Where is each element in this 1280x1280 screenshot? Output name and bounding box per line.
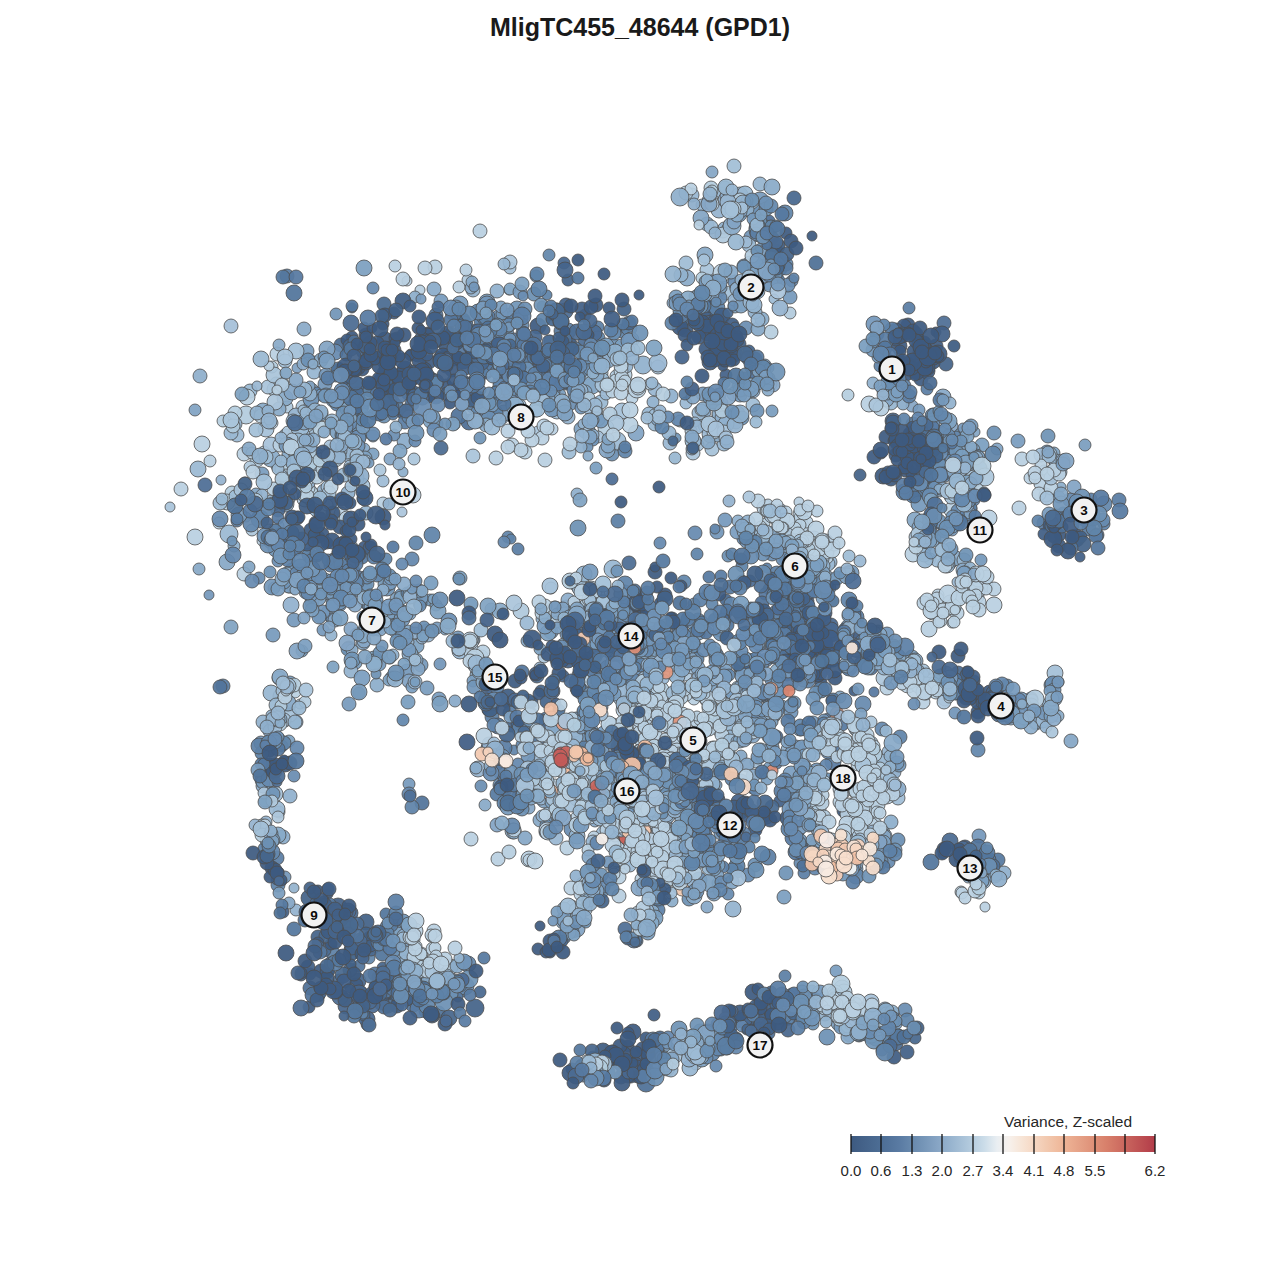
svg-text:2.0: 2.0 (932, 1162, 953, 1179)
svg-text:3.4: 3.4 (993, 1162, 1014, 1179)
svg-text:4.8: 4.8 (1054, 1162, 1075, 1179)
svg-text:1.3: 1.3 (902, 1162, 923, 1179)
svg-text:0.0: 0.0 (841, 1162, 862, 1179)
svg-text:5.5: 5.5 (1085, 1162, 1106, 1179)
svg-text:2.7: 2.7 (963, 1162, 984, 1179)
svg-text:6.2: 6.2 (1145, 1162, 1166, 1179)
svg-text:4.1: 4.1 (1024, 1162, 1045, 1179)
svg-text:0.6: 0.6 (871, 1162, 892, 1179)
